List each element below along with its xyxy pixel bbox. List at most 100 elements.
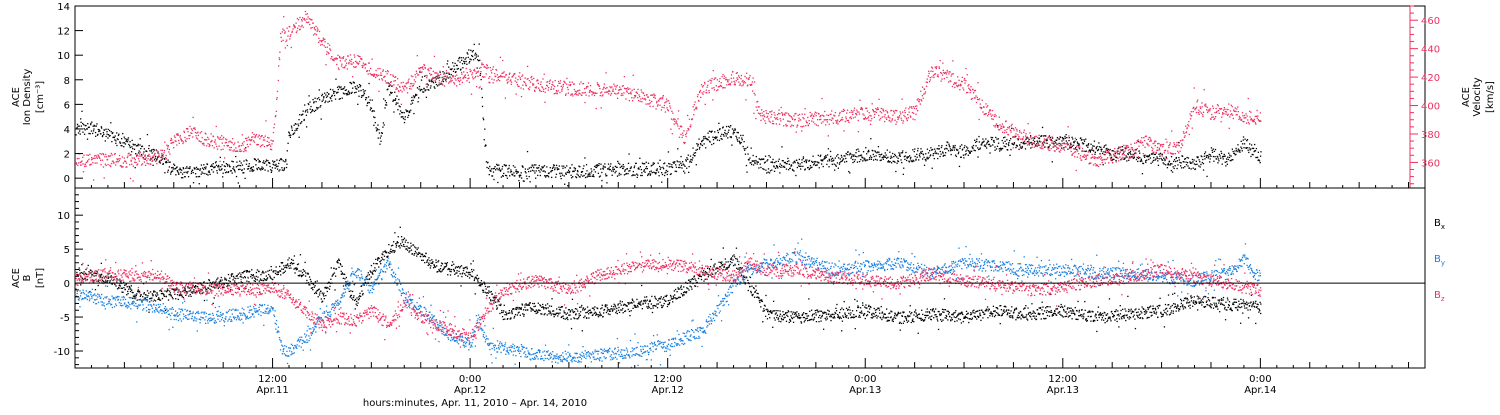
ion-density-point [208,170,209,171]
velocity-point [1198,112,1199,113]
ion-density-point [858,155,859,156]
ion-density-point [1198,156,1199,157]
ion-density-point [733,130,734,131]
velocity-point [1140,140,1141,141]
ion-density-point [232,168,233,169]
velocity-point [924,93,925,94]
velocity-point [524,82,525,83]
ion-density-point [600,168,601,169]
ion-density-point [842,160,843,161]
velocity-point [671,118,672,119]
ion-density-point [571,177,572,178]
velocity-point [110,155,111,156]
ion-density-point [1064,136,1065,137]
velocity-point [889,117,890,118]
ion-density-point [1030,135,1031,136]
ion-density-point [1255,150,1256,151]
velocity-point [476,86,477,87]
velocity-point [629,100,630,101]
velocity-point [1240,117,1241,118]
ion-density-point [774,171,775,172]
ion-density-point [569,171,570,172]
velocity-point [582,92,583,93]
ion-density-point [839,162,840,163]
velocity-point [975,95,976,96]
ion-density-point [459,62,460,63]
ion-density-point [616,167,617,168]
ion-density-point [585,173,586,174]
velocity-point [714,89,715,90]
velocity-point [92,162,93,163]
ion-density-point [1022,146,1023,147]
ion-density-point [1007,149,1008,150]
ion-density-point [967,147,968,148]
ion-density-point [617,175,618,176]
ion-density-point [412,102,413,103]
velocity-point [1017,134,1018,135]
velocity-point [740,78,741,79]
ion-density-point [453,71,454,72]
velocity-point [146,160,147,161]
velocity-point [284,33,285,34]
velocity-point [1130,144,1131,145]
ion-density-point [879,156,880,157]
ion-density-point [604,163,605,164]
velocity-point [382,71,383,72]
velocity-point [1210,119,1211,120]
velocity-point [401,104,402,105]
ion-density-point [1050,137,1051,138]
velocity-point [1148,139,1149,140]
velocity-point [86,162,87,163]
ion-density-point [253,166,254,167]
velocity-point [770,116,771,117]
velocity-point [589,92,590,93]
velocity-point [490,70,491,71]
velocity-point [1058,145,1059,146]
velocity-point [1169,144,1170,145]
velocity-point [866,118,867,119]
ion-density-point [201,173,202,174]
velocity-point [409,86,410,87]
velocity-point [1209,109,1210,110]
ion-density-point [697,149,698,150]
ion-density-point [514,167,515,168]
ion-density-point [107,137,108,138]
ion-density-point [805,168,806,169]
ion-density-point [640,175,641,176]
ion-density-point [124,142,125,143]
ion-density-point [137,145,138,146]
velocity-point [450,81,451,82]
ion-density-point [728,132,729,133]
velocity-point [307,13,308,14]
ion-density-point [428,89,429,90]
ion-density-point [696,164,697,165]
velocity-point [176,144,177,145]
velocity-point [683,130,684,131]
velocity-point [692,106,693,107]
ion-density-point [232,172,233,173]
velocity-point [113,162,114,163]
velocity-point [1255,122,1256,123]
density-axis-label-line-1: ACE [11,87,22,107]
velocity-point [323,38,324,39]
ion-density-point [1116,157,1117,158]
velocity-point [295,23,296,24]
ion-density-point [549,172,550,173]
velocity-point [1257,118,1258,119]
ion-density-point [1184,166,1185,167]
velocity-point [465,74,466,75]
velocity-point [610,94,611,95]
ion-density-point [831,161,832,162]
velocity-point [314,33,315,34]
velocity-point [374,75,375,76]
velocity-point [251,137,252,138]
ion-density-point [80,133,81,134]
ion-density-point [537,168,538,169]
ion-density-point [726,126,727,127]
ion-density-point [106,131,107,132]
velocity-point [625,98,626,99]
ion-density-point [961,157,962,158]
velocity-point [896,110,897,111]
ion-density-point [448,67,449,68]
ion-density-point [877,159,878,160]
